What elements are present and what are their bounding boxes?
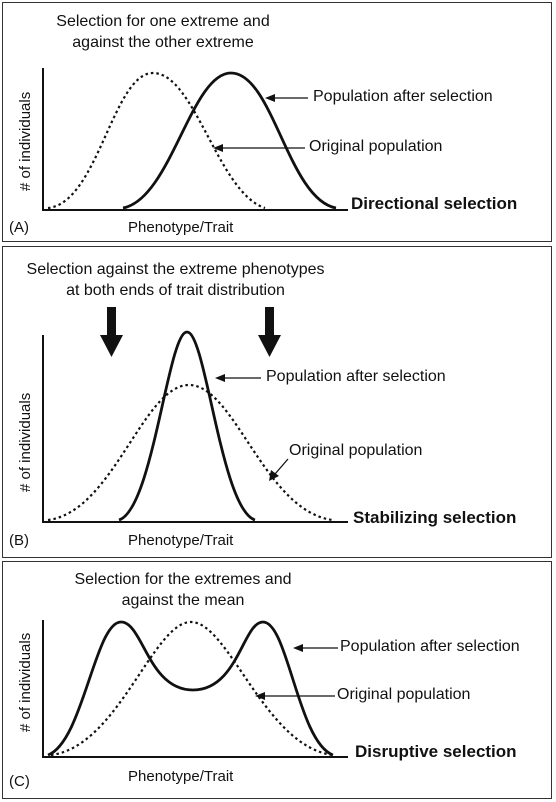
panel-b-plot [42, 307, 348, 523]
panel-b-after-selection-curve [118, 330, 256, 522]
panel-c-x-axis-label: Phenotype/Trait [128, 768, 234, 785]
panel-b-after-arrow [215, 374, 261, 382]
panel-c-description: Selection for the extremes and against t… [53, 569, 313, 611]
panel-c-axes [42, 620, 348, 758]
panel-a-after-arrow [265, 94, 308, 102]
panel-a-plot [42, 68, 348, 211]
panel-b-title: Stabilizing selection [353, 508, 517, 527]
panel-a-axes [42, 68, 348, 211]
panel-a-description: Selection for one extreme and against th… [33, 11, 293, 53]
panel-c-original-label: Original population [337, 686, 471, 703]
panel-a-after-label: Population after selection [313, 88, 493, 105]
panel-a-description-line-1: Selection for one extreme and [56, 13, 270, 30]
panel-c-title: Disruptive selection [355, 742, 517, 761]
panel-b-original-arrow [269, 458, 289, 481]
panel-b-description-line-2: at both ends of trait distribution [66, 282, 285, 299]
panel-c-plot [42, 620, 348, 758]
panel-a-x-axis-label: Phenotype/Trait [128, 219, 234, 236]
panel-a-after-selection-curve [122, 71, 337, 210]
panel-c-after-label: Population after selection [340, 638, 520, 655]
panel-a-title: Directional selection [351, 194, 518, 213]
panel-c-description-line-1: Selection for the extremes and [74, 571, 292, 588]
panel-b-right-selection-arrow [258, 307, 281, 357]
panel-c-tag: (C) [9, 773, 30, 790]
panel-b-axes [42, 335, 348, 523]
panel-b-description: Selection against the extreme phenotypes… [13, 259, 338, 301]
panel-c-description-line-2: against the mean [121, 592, 245, 609]
panel-a-original-label: Original population [309, 138, 443, 155]
panel-a-original-population-curve [47, 71, 266, 210]
panel-b-left-selection-arrow [100, 307, 123, 357]
panel-a-description-line-2: against the other extreme [72, 34, 254, 51]
panel-directional-selection: Selection for one extreme and against th… [2, 2, 552, 242]
panel-c-original-population-curve [50, 620, 334, 757]
panel-stabilizing-selection: Selection against the extreme phenotypes… [2, 246, 552, 558]
panel-a-original-arrow [213, 144, 305, 152]
panel-b-tag: (B) [9, 532, 29, 549]
panel-c-original-arrow [255, 692, 335, 700]
panel-b-after-label: Population after selection [266, 368, 446, 385]
panel-b-description-line-1: Selection against the extreme phenotypes [26, 261, 325, 278]
panel-b-x-axis-label: Phenotype/Trait [128, 532, 234, 549]
panel-disruptive-selection: Selection for the extremes and against t… [2, 561, 552, 799]
panel-c-after-selection-curve [47, 620, 334, 757]
panel-c-after-arrow [293, 644, 338, 652]
panel-b-original-label: Original population [289, 442, 423, 459]
panel-a-tag: (A) [9, 219, 29, 236]
